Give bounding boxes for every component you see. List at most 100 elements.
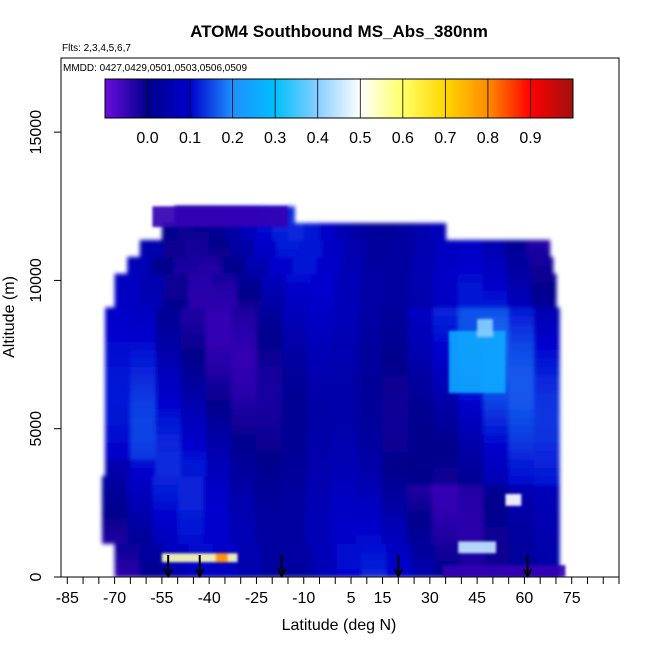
heatmap-cell xyxy=(332,442,358,452)
heatmap-cell xyxy=(355,492,382,502)
heatmap-cell xyxy=(130,450,157,460)
heatmap-cell xyxy=(163,298,189,308)
heatmap-cell xyxy=(152,534,179,544)
heatmap-cell xyxy=(508,442,535,452)
heatmap-cell xyxy=(130,357,157,367)
heatmap-cell xyxy=(508,332,535,342)
heatmap-cell xyxy=(357,442,384,452)
heatmap-cell xyxy=(382,332,409,342)
heatmap-cell xyxy=(407,459,434,469)
heatmap-cell xyxy=(433,315,459,325)
x-tick-label: -85 xyxy=(56,590,79,607)
heatmap-cell xyxy=(306,315,333,325)
heatmap-cell xyxy=(256,459,283,469)
heatmap-cell xyxy=(460,551,486,561)
heatmap-cell xyxy=(101,509,128,519)
heatmap-cell xyxy=(407,307,434,317)
heatmap-cell xyxy=(381,534,408,544)
heatmap-cell xyxy=(482,298,508,308)
heatmap-cell xyxy=(366,231,384,241)
heatmap-cell xyxy=(332,315,358,325)
heatmap-cell xyxy=(508,450,535,460)
heatmap-cell xyxy=(355,534,382,544)
heatmap-cell xyxy=(139,551,165,561)
heatmap-cell xyxy=(231,467,258,477)
heatmap-cell xyxy=(262,543,289,553)
heatmap-cell xyxy=(508,416,535,426)
heatmap-cell xyxy=(299,239,323,250)
heatmap-cell xyxy=(355,526,382,536)
heatmap-cell xyxy=(155,357,182,367)
heatmap-cell xyxy=(414,231,431,241)
heatmap-cell xyxy=(155,391,182,401)
heatmap-cell xyxy=(155,442,182,452)
heatmap-cell xyxy=(434,256,459,266)
heatmap-cell xyxy=(114,298,140,308)
heatmap-cell xyxy=(286,290,312,300)
x-tick-label: -55 xyxy=(150,590,173,607)
x-tick-label: -40 xyxy=(198,590,221,607)
heatmap-cell xyxy=(253,248,278,258)
heatmap-cell xyxy=(180,408,207,418)
heatmap-cell xyxy=(366,223,384,233)
heatmap-cell xyxy=(508,492,535,502)
heatmap-cell xyxy=(382,307,409,317)
heatmap-cell xyxy=(406,534,433,544)
heatmap-cell xyxy=(482,475,509,485)
heatmap-cell xyxy=(483,425,510,435)
heatmap-cell xyxy=(533,332,560,342)
heatmap-cell xyxy=(382,425,409,435)
heatmap-cell xyxy=(355,518,382,528)
heatmap-cell xyxy=(180,425,207,435)
heatmap-cell xyxy=(533,341,560,351)
x-tick-label: -10 xyxy=(292,590,315,607)
heatmap-cell xyxy=(504,248,528,258)
heatmap-cell xyxy=(162,248,186,258)
heatmap-cell xyxy=(254,518,281,528)
heatmap-cell xyxy=(155,341,182,351)
heatmap-cell xyxy=(433,366,459,376)
heatmap-cell xyxy=(406,475,433,485)
heatmap-cell xyxy=(206,315,232,325)
heatmap-cell xyxy=(279,526,306,536)
heatmap-cell xyxy=(279,518,306,528)
heatmap-cell xyxy=(508,374,535,384)
colorbar-tick-label: 0.9 xyxy=(519,130,541,147)
heatmap-cell xyxy=(382,223,399,233)
heatmap-cell xyxy=(508,467,535,477)
heatmap-cell xyxy=(357,332,384,342)
heatmap-cell xyxy=(237,290,263,300)
heatmap-cell xyxy=(332,400,358,410)
arrow-head xyxy=(522,568,533,579)
heatmap-cell xyxy=(357,315,384,325)
heatmap-cell xyxy=(105,459,131,469)
heatmap-cell xyxy=(435,239,460,250)
heatmap-cell xyxy=(457,475,484,485)
heatmap-cell xyxy=(458,256,483,266)
heatmap-cell xyxy=(105,433,131,443)
heatmap-cell xyxy=(203,492,230,502)
heatmap-cell xyxy=(203,484,230,494)
heatmap-cell xyxy=(180,467,207,477)
heatmap-cell xyxy=(330,475,357,485)
x-axis-label: Latitude (deg N) xyxy=(282,617,397,634)
heatmap-cell xyxy=(344,239,369,250)
heatmap-cell xyxy=(336,551,363,561)
heatmap-cell xyxy=(381,475,408,485)
heatmap-cell xyxy=(458,400,485,410)
heatmap-cell xyxy=(269,265,294,275)
heatmap-cell xyxy=(531,290,557,300)
heatmap-cell xyxy=(458,248,482,258)
heatmap-cell xyxy=(529,256,554,266)
heatmap-cell xyxy=(261,282,287,292)
heatmap-cell xyxy=(105,442,131,452)
heatmap-cell xyxy=(335,290,361,300)
heatmap-cell xyxy=(509,560,536,570)
heatmap-cell xyxy=(163,282,189,292)
heatmap-cell xyxy=(286,298,312,308)
heatmap-cell xyxy=(256,408,283,418)
heatmap-cell xyxy=(228,518,255,528)
heatmap-cell xyxy=(458,442,485,452)
heatmap-cell xyxy=(221,256,247,266)
